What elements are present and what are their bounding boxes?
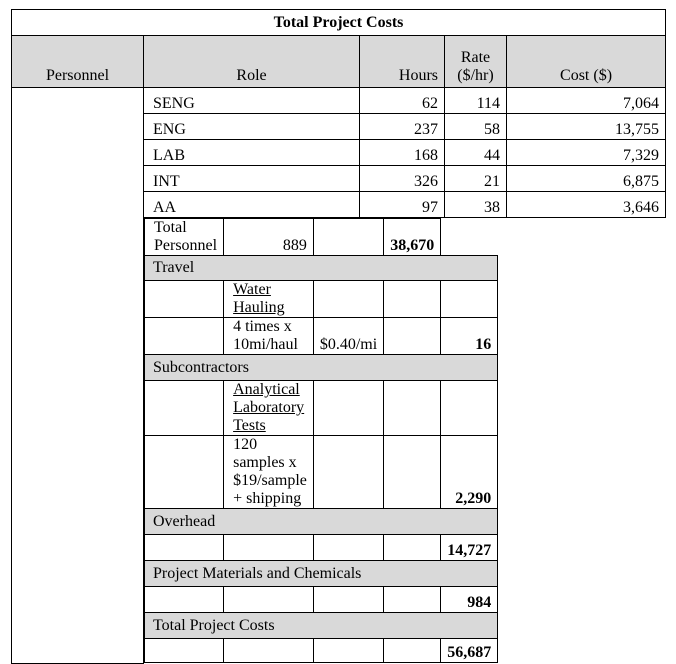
section-label: Total Project Costs — [143, 612, 499, 639]
cell: 38,670 — [383, 218, 442, 256]
cell — [440, 380, 499, 436]
cell: 44 — [444, 139, 507, 166]
cell: 3,646 — [505, 191, 667, 218]
cell: 120 samples x $19/sample + shipping — [223, 435, 314, 509]
cell — [312, 218, 385, 256]
cell: 2,290 — [440, 435, 499, 509]
cell — [223, 638, 314, 663]
cell — [383, 435, 442, 509]
cell: 62 — [359, 87, 445, 114]
cell: 4 times x 10mi/haul — [223, 317, 314, 355]
cell: 168 — [359, 139, 445, 166]
cell — [312, 638, 385, 663]
cell — [223, 586, 314, 613]
cell: ENG — [143, 113, 360, 140]
cell — [383, 380, 442, 436]
cell — [143, 435, 225, 509]
cell: Total Personnel — [143, 218, 225, 256]
section-label: Subcontractors — [143, 354, 499, 381]
item-label: Analytical Laboratory Tests — [233, 381, 305, 434]
cell: 7,064 — [505, 87, 667, 114]
item-label: Water Hauling — [233, 281, 285, 316]
section-label: Travel — [143, 255, 499, 281]
cell — [312, 380, 385, 436]
page: Total Project Costs Personnel Role Hours… — [10, 9, 667, 664]
cell: 13,755 — [505, 113, 667, 140]
cell: INT — [143, 165, 360, 192]
cell — [383, 586, 442, 613]
header-cell: Cost ($) — [505, 35, 667, 88]
cell: $0.40/mi — [312, 317, 385, 355]
cell — [383, 638, 442, 663]
cell: 326 — [359, 165, 445, 192]
cell: Water Hauling — [223, 280, 314, 318]
cell: 38 — [444, 191, 507, 218]
cost-table: Total Project Costs Personnel Role Hours… — [10, 9, 667, 664]
cell — [143, 280, 225, 318]
header-text: Rate — [460, 49, 491, 66]
cell: 97 — [359, 191, 445, 218]
section-label: Project Materials and Chemicals — [143, 560, 499, 587]
cell — [143, 638, 225, 663]
cell: Analytical Laboratory Tests — [223, 380, 314, 436]
header-cell: Personnel — [11, 35, 144, 88]
cell: 16 — [440, 317, 499, 355]
header-text: ($/hr) — [457, 67, 494, 84]
table-title: Total Project Costs — [10, 9, 667, 36]
cell — [312, 435, 385, 509]
cell: AA — [143, 191, 360, 218]
header-cell: Hours — [359, 35, 445, 88]
cell: 7,329 — [505, 139, 667, 166]
cell: 984 — [440, 586, 499, 613]
cell — [312, 534, 385, 561]
cell: 58 — [444, 113, 507, 140]
cell: 114 — [444, 87, 507, 114]
cell — [223, 534, 314, 561]
cell — [312, 280, 385, 318]
cell — [383, 317, 442, 355]
cell — [143, 380, 225, 436]
cell: 889 — [223, 218, 314, 256]
cell — [312, 586, 385, 613]
cell: 237 — [359, 113, 445, 140]
cell: LAB — [143, 139, 360, 166]
cell: SENG — [143, 87, 360, 114]
cell — [383, 280, 442, 318]
cell: 14,727 — [440, 534, 499, 561]
header-cell: Rate ($/hr) — [444, 35, 507, 88]
cell: 6,875 — [505, 165, 667, 192]
cell — [143, 534, 225, 561]
cell — [11, 87, 144, 664]
cell — [143, 586, 225, 613]
cell — [440, 280, 499, 318]
cell: 21 — [444, 165, 507, 192]
header-cell: Role — [143, 35, 360, 88]
cell — [383, 534, 442, 561]
cell — [143, 317, 225, 355]
cell: 56,687 — [440, 638, 499, 663]
section-label: Overhead — [143, 508, 499, 535]
